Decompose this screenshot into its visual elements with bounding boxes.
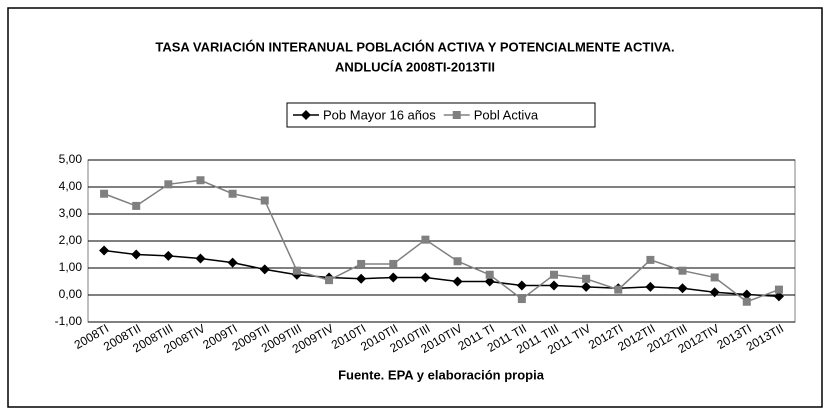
data-point bbox=[774, 285, 783, 294]
data-point bbox=[677, 283, 688, 294]
data-point bbox=[163, 250, 174, 261]
legend-marker bbox=[452, 111, 461, 119]
data-point bbox=[678, 266, 687, 275]
data-point bbox=[132, 201, 141, 210]
chart-subtitle: ANDLUCÍA 2008TI-2013TII bbox=[335, 59, 495, 74]
legend-marker bbox=[301, 110, 311, 120]
x-axis-label: Fuente. EPA y elaboración propia bbox=[338, 367, 545, 382]
data-point bbox=[421, 235, 430, 244]
data-point bbox=[292, 266, 301, 275]
data-point bbox=[614, 285, 623, 294]
y-tick-label: 3,00 bbox=[59, 206, 83, 220]
data-point bbox=[452, 276, 463, 287]
y-tick-label: 0,00 bbox=[59, 287, 83, 301]
data-point bbox=[549, 270, 558, 279]
y-tick-label: 2,00 bbox=[59, 233, 83, 247]
data-point bbox=[516, 280, 527, 291]
data-point bbox=[356, 273, 367, 284]
y-tick-label: 5,00 bbox=[59, 152, 83, 166]
y-tick-label: -1,00 bbox=[55, 314, 83, 328]
data-point bbox=[227, 257, 238, 268]
y-tick-label: 1,00 bbox=[59, 260, 83, 274]
data-point bbox=[100, 189, 109, 198]
data-point bbox=[548, 280, 559, 291]
legend-label: Pobl Activa bbox=[474, 107, 539, 122]
data-point bbox=[357, 259, 366, 268]
data-point bbox=[485, 270, 494, 279]
data-point bbox=[453, 257, 462, 266]
data-point bbox=[196, 176, 205, 185]
data-point bbox=[710, 273, 719, 282]
legend-label: Pob Mayor 16 años bbox=[323, 107, 436, 122]
series-line bbox=[103, 179, 780, 303]
y-tick-label: 4,00 bbox=[59, 179, 83, 193]
data-point bbox=[389, 259, 398, 268]
data-point bbox=[195, 253, 206, 264]
data-point bbox=[259, 264, 270, 275]
data-point bbox=[773, 291, 784, 302]
chart-title: TASA VARIACIÓN INTERANUAL POBLACIÓN ACTI… bbox=[155, 39, 674, 54]
data-point bbox=[325, 276, 334, 285]
data-point bbox=[581, 281, 592, 292]
data-point bbox=[99, 245, 110, 256]
data-point bbox=[228, 189, 237, 198]
data-point bbox=[484, 276, 495, 287]
data-point bbox=[131, 249, 142, 260]
data-point bbox=[645, 281, 656, 292]
data-point bbox=[517, 295, 526, 304]
data-point bbox=[388, 272, 399, 283]
data-point bbox=[582, 274, 591, 283]
data-point bbox=[420, 272, 431, 283]
data-point bbox=[709, 287, 720, 298]
series-line bbox=[103, 249, 779, 298]
legend-box bbox=[286, 102, 596, 128]
data-point bbox=[260, 196, 269, 205]
data-point bbox=[164, 180, 173, 189]
data-point bbox=[646, 255, 655, 264]
data-point bbox=[741, 289, 752, 300]
data-point bbox=[742, 297, 751, 306]
